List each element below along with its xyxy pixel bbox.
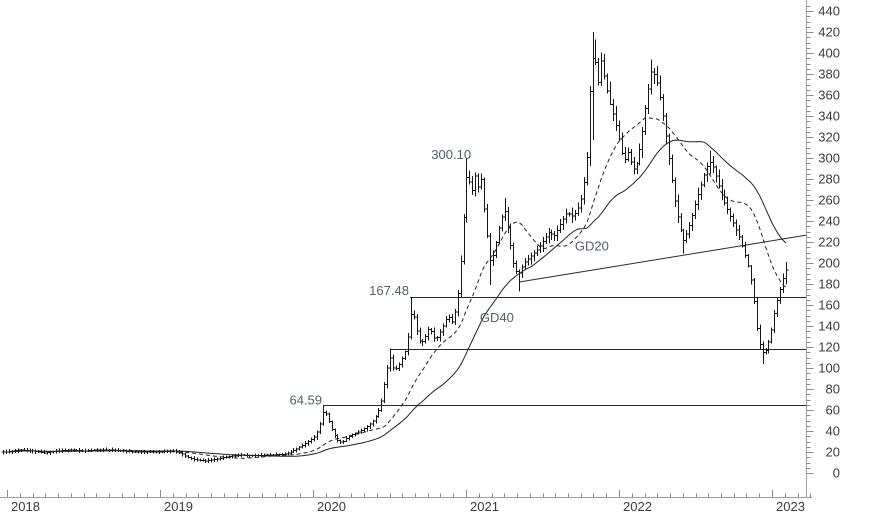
annotation-167-48: 167.48 [369,283,409,298]
y-axis-tick-label: 400 [818,46,840,61]
x-axis-ticks [7,490,811,498]
y-axis-tick-label: 20 [826,445,840,460]
y-axis-tick-label: 40 [826,424,840,439]
y-axis-tick-label: 360 [818,88,840,103]
gd40-line [3,139,787,457]
y-axis-tick-label: 180 [818,277,840,292]
y-axis-tick-label: 140 [818,319,840,334]
y-axis-tick-label: 220 [818,235,840,250]
x-axis-year-label: 2018 [11,499,40,514]
y-axis-ticks [806,6,814,474]
x-axis-year-label: 2020 [317,499,346,514]
y-axis-tick-label: 160 [818,298,840,313]
x-axis-year-label: 2021 [470,499,499,514]
y-axis-tick-label: 260 [818,193,840,208]
y-axis-tick-label: 240 [818,214,840,229]
y-axis-tick-label: 320 [818,130,840,145]
x-axis-year-label: 2019 [164,499,193,514]
annotation-gd40: GD40 [480,310,514,325]
y-axis-tick-label: 0 [833,466,840,481]
y-axis-tick-label: 420 [818,25,840,40]
y-axis-tick-label: 300 [818,151,840,166]
x-axis-year-label: 2022 [623,499,652,514]
y-axis-tick-label: 380 [818,67,840,82]
candlestick-bars [1,32,789,463]
y-axis-tick-label: 200 [818,256,840,271]
y-axis-tick-label: 80 [826,382,840,397]
y-axis-tick-label: 280 [818,172,840,187]
annotation-gd20: GD20 [575,238,609,253]
annotation-300-10: 300.10 [431,147,471,162]
trend-line [519,234,807,283]
gd20-line [3,117,787,459]
y-axis-tick-label: 340 [818,109,840,124]
annotation-64-59: 64.59 [289,392,322,407]
y-axis-tick-label: 60 [826,403,840,418]
x-axis-year-label: 2023 [776,499,805,514]
y-axis-tick-label: 120 [818,340,840,355]
y-axis-tick-label: 440 [818,4,840,19]
y-axis-tick-label: 100 [818,361,840,376]
